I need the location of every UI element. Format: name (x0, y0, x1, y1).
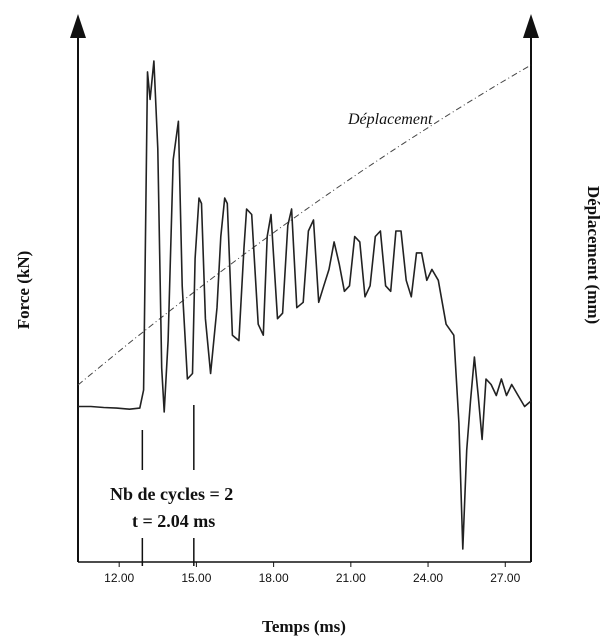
y-axis-title-right: Déplacement (mm) (584, 186, 603, 324)
x-tick-label: 24.00 (413, 571, 443, 585)
annotation-time: t = 2.04 ms (132, 511, 215, 531)
x-axis-title: Temps (ms) (262, 617, 346, 636)
x-tick-label: 15.00 (181, 571, 211, 585)
x-tick-label: 27.00 (490, 571, 520, 585)
force-series-line (78, 60, 532, 550)
x-axis-ticks: 12.00 15.00 18.00 21.00 24.00 27.00 (104, 562, 521, 585)
right-axis-arrow-icon (523, 14, 539, 38)
x-tick-label: 18.00 (259, 571, 289, 585)
annotation-cycles: Nb de cycles = 2 (110, 484, 233, 504)
x-tick-label: 12.00 (104, 571, 134, 585)
cycle-markers (141, 405, 195, 566)
series-label-displacement: Déplacement (347, 111, 433, 128)
x-tick-label: 21.00 (336, 571, 366, 585)
left-axis-arrow-icon (70, 14, 86, 38)
y-axis-title-left: Force (kN) (14, 251, 33, 330)
